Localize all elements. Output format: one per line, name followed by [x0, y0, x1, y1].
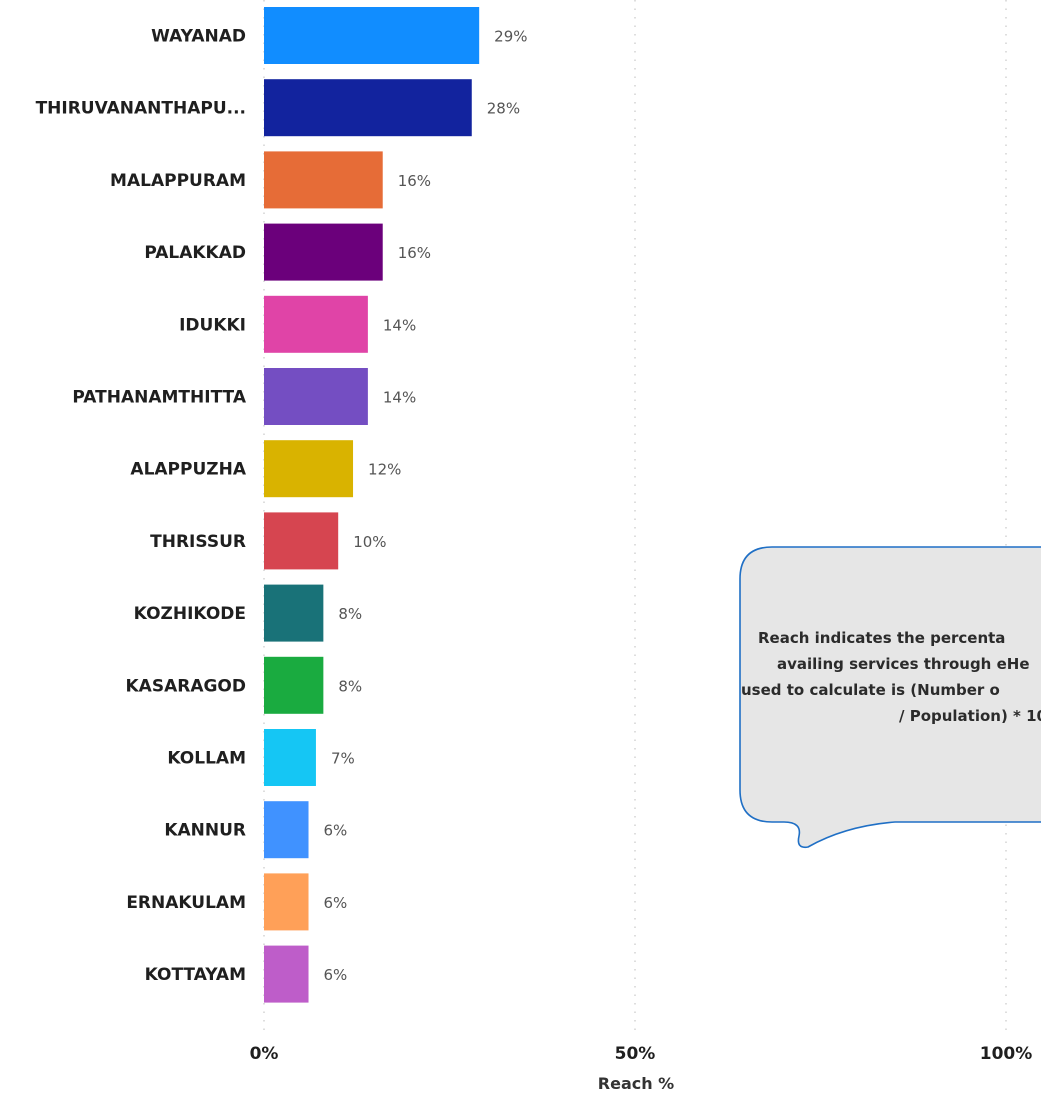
bar-12[interactable] — [264, 873, 309, 931]
bar-5[interactable] — [264, 368, 368, 425]
data-label-13: 6% — [324, 966, 348, 984]
bar-2[interactable] — [264, 151, 383, 209]
callout-line-2: availing services through eHe — [777, 655, 1030, 673]
reach-info-callout: Reach indicates the percenta availing se… — [739, 546, 1041, 849]
bar-6[interactable] — [264, 440, 354, 498]
category-label-3: PALAKKAD — [144, 243, 246, 263]
data-label-8: 8% — [338, 605, 362, 623]
data-label-5: 14% — [383, 389, 416, 407]
bar-4[interactable] — [264, 295, 368, 353]
callout-line-3: used to calculate is (Number o — [741, 681, 1000, 699]
x-axis-ticks: 0% 50% 100% — [250, 1044, 1033, 1064]
bars — [264, 7, 480, 1003]
category-label-7: THRISSUR — [150, 532, 246, 552]
data-label-0: 29% — [494, 28, 527, 46]
category-label-4: IDUKKI — [179, 315, 246, 335]
bar-7[interactable] — [264, 512, 339, 570]
data-label-9: 8% — [338, 677, 362, 695]
category-label-10: KOLLAM — [167, 749, 246, 769]
category-label-9: KASARAGOD — [126, 676, 247, 696]
category-label-0: WAYANAD — [151, 27, 246, 47]
category-label-1: THIRUVANANTHAPU... — [36, 99, 246, 119]
category-label-5: PATHANAMTHITTA — [72, 388, 246, 408]
data-label-3: 16% — [398, 244, 431, 262]
category-label-2: MALAPPURAM — [110, 171, 246, 191]
category-label-13: KOTTAYAM — [145, 965, 246, 985]
data-label-1: 28% — [487, 100, 520, 118]
callout-line-1: Reach indicates the percenta — [758, 629, 1005, 647]
data-label-10: 7% — [331, 750, 355, 768]
category-labels: WAYANAD THIRUVANANTHAPU... MALAPPURAM PALAK… — [36, 27, 247, 986]
data-label-2: 16% — [398, 172, 431, 190]
bar-9[interactable] — [264, 656, 324, 714]
bar-10[interactable] — [264, 729, 316, 786]
category-label-11: KANNUR — [164, 821, 246, 841]
category-label-6: ALAPPUZHA — [130, 460, 246, 480]
data-label-12: 6% — [324, 894, 348, 912]
data-labels: 29% 28% 16% 16% 14% 14% 12% 10% 8% 8% 7% 6% 6% 6% — [324, 28, 528, 985]
bar-0[interactable] — [264, 7, 480, 64]
x-tick-label-0: 0% — [250, 1044, 279, 1064]
bar-8[interactable] — [264, 584, 324, 642]
data-label-6: 12% — [368, 461, 401, 479]
category-label-8: KOZHIKODE — [134, 604, 246, 624]
x-tick-label-50: 50% — [615, 1044, 656, 1064]
data-label-11: 6% — [324, 822, 348, 840]
bar-13[interactable] — [264, 945, 309, 1003]
x-tick-label-100: 100% — [980, 1044, 1033, 1064]
bar-3[interactable] — [264, 223, 383, 281]
data-label-7: 10% — [353, 533, 386, 551]
callout-line-4: / Population) * 10 — [899, 707, 1041, 725]
data-label-4: 14% — [383, 316, 416, 334]
bar-11[interactable] — [264, 801, 309, 859]
callout-bubble — [739, 546, 1041, 849]
bar-1[interactable] — [264, 79, 472, 137]
category-label-12: ERNAKULAM — [126, 893, 246, 913]
x-axis-title: Reach % — [598, 1074, 674, 1093]
